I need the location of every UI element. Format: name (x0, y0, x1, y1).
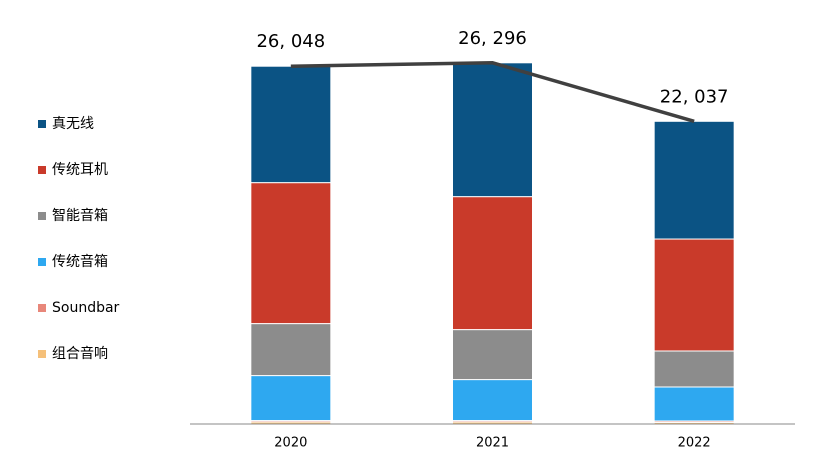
total-label: 26, 048 (256, 31, 325, 52)
legend-label: 智能音箱 (52, 207, 108, 224)
bar-segment (653, 120, 735, 240)
total-label: 22, 037 (660, 86, 729, 107)
x-tick-label: 2021 (476, 436, 509, 451)
bar-segment (452, 379, 533, 422)
bar-segment (250, 65, 332, 184)
total-line (290, 61, 695, 123)
legend-swatch (38, 258, 46, 266)
bar-segment (250, 323, 332, 377)
x-tick-label: 2022 (678, 436, 711, 451)
bar-segment (653, 350, 735, 388)
bar-segment (452, 196, 533, 331)
bar-segment (250, 375, 332, 422)
bar-segment (653, 238, 735, 352)
legend-swatch (38, 120, 46, 128)
legend-swatch (38, 166, 46, 174)
legend-swatch (38, 212, 46, 220)
bar-segment (452, 329, 533, 381)
bar-segment (653, 386, 735, 422)
bar-segment (250, 182, 332, 325)
legend-label: 传统耳机 (52, 162, 108, 178)
total-label: 26, 296 (458, 28, 527, 49)
legend-swatch (38, 350, 46, 358)
legend-swatch (38, 304, 46, 312)
x-tick-label: 2020 (274, 436, 307, 451)
legend-label: 真无线 (52, 116, 94, 132)
legend-label: Soundbar (52, 300, 120, 316)
legend-label: 组合音响 (52, 345, 108, 362)
bar-segment (452, 62, 533, 198)
legend-label: 传统音箱 (52, 253, 108, 270)
